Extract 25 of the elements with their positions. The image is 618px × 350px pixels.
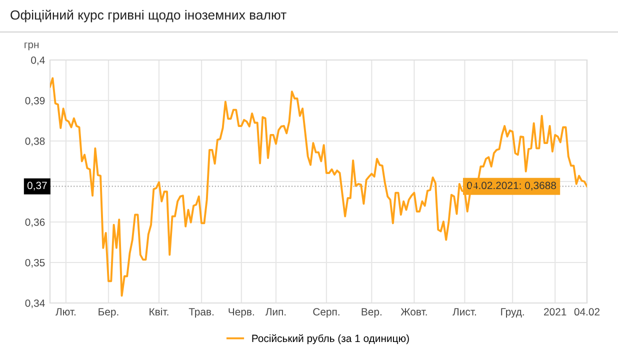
x-tick-label: Черв.	[228, 308, 254, 318]
x-tick-label: Жовт.	[400, 308, 427, 316]
legend-label: Російський рубль (за 1 одиницю)	[252, 334, 409, 344]
line-series	[50, 77, 587, 297]
x-tick-label: Вер.	[362, 308, 382, 318]
x-tick-label: Лист.	[452, 308, 476, 316]
y-axis-title: грн	[24, 42, 39, 50]
y-tick-label: 0,38	[25, 138, 45, 146]
x-tick-label: Груд.	[501, 308, 524, 318]
y-tick-label: 0,35	[25, 259, 45, 268]
y-tick-label: 0,39	[25, 97, 45, 106]
x-tick-label: 04.02	[574, 308, 600, 316]
x-tick-label: Бер.	[98, 308, 118, 318]
chart-title: Офіційний курс гривні щодо іноземних валют	[10, 10, 286, 22]
ref-line-label: 0,37	[27, 182, 47, 190]
annotation: 04.02.2021: 0,3688	[467, 182, 556, 190]
x-tick-label: Квіт.	[150, 308, 168, 316]
y-tick-label: 0,4	[31, 56, 45, 66]
x-tick-label: Лип.	[265, 308, 286, 316]
x-tick-label: Трав.	[188, 308, 214, 318]
y-tick-label: 0,34	[25, 300, 45, 308]
y-tick-label: 0,36	[25, 218, 45, 228]
x-tick-label: Лют.	[56, 308, 76, 316]
x-tick-label: Серп.	[313, 308, 340, 318]
x-tick-label: 2021	[544, 308, 566, 316]
